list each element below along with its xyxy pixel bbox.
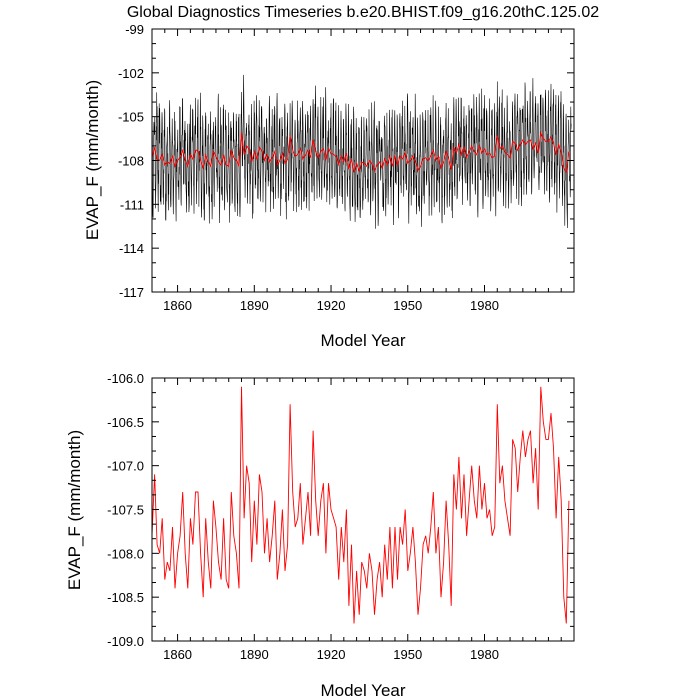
bottom-x-tick-label: 1890 — [240, 647, 269, 662]
bottom-x-tick-label: 1980 — [470, 647, 499, 662]
bottom-y-tick-label: -107.5 — [107, 503, 144, 518]
top-x-tick-label: 1980 — [470, 298, 499, 313]
bottom-x-tick-label: 1860 — [163, 647, 192, 662]
bottom-y-tick-label: -108.0 — [107, 546, 144, 561]
top-y-tick-label: -99 — [125, 22, 144, 37]
top-x-tick-label: 1890 — [240, 298, 269, 313]
top-monthly-line — [151, 74, 572, 229]
top-series — [151, 74, 572, 229]
bottom-x-tick-label: 1950 — [393, 647, 422, 662]
chart-title: Global Diagnostics Timeseries b.e20.BHIS… — [127, 4, 599, 21]
bottom-y-axis-label: EVAP_F (mm/month) — [65, 430, 84, 590]
top-x-tick-label: 1860 — [163, 298, 192, 313]
bottom-y-tick-label: -106.5 — [107, 415, 144, 430]
bottom-y-tick-label: -108.5 — [107, 590, 144, 605]
top-y-axis-label: EVAP_F (mm/month) — [83, 80, 102, 240]
bottom-annual-mean-line — [151, 386, 570, 624]
top-y-tick-label: -111 — [120, 197, 144, 212]
top-x-tick-label: 1950 — [393, 298, 422, 313]
bottom-x-axis-label: Model Year — [320, 681, 405, 700]
top-y-tick-label: -117 — [119, 285, 144, 300]
top-x-axis-label: Model Year — [320, 331, 405, 350]
bottom-series — [151, 386, 570, 624]
top-ticks: 1860 1890 1920 1950 1980 -117 -114 -111 -108 -105… — [118, 22, 575, 313]
top-annual-mean-line — [151, 130, 570, 174]
bottom-y-tick-label: -107.0 — [107, 459, 144, 474]
bottom-x-tick-label: 1920 — [317, 647, 346, 662]
top-y-tick-label: -105 — [118, 110, 144, 125]
top-panel: 1860 1890 1920 1950 1980 -117 -114 -111 -108 -105… — [83, 22, 575, 350]
bottom-panel: 1860 1890 1920 1950 1980 -109.0 -108.5 -108.0 -1… — [65, 371, 575, 700]
top-y-tick-label: -102 — [118, 66, 144, 81]
bottom-y-tick-label: -109.0 — [107, 634, 144, 649]
bottom-y-tick-label: -106.0 — [107, 371, 144, 386]
bottom-ticks: 1860 1890 1920 1950 1980 -109.0 -108.5 -108.0 -1… — [107, 371, 575, 662]
top-y-tick-label: -114 — [119, 241, 144, 256]
top-y-tick-label: -108 — [118, 154, 144, 169]
top-x-tick-label: 1920 — [317, 298, 346, 313]
